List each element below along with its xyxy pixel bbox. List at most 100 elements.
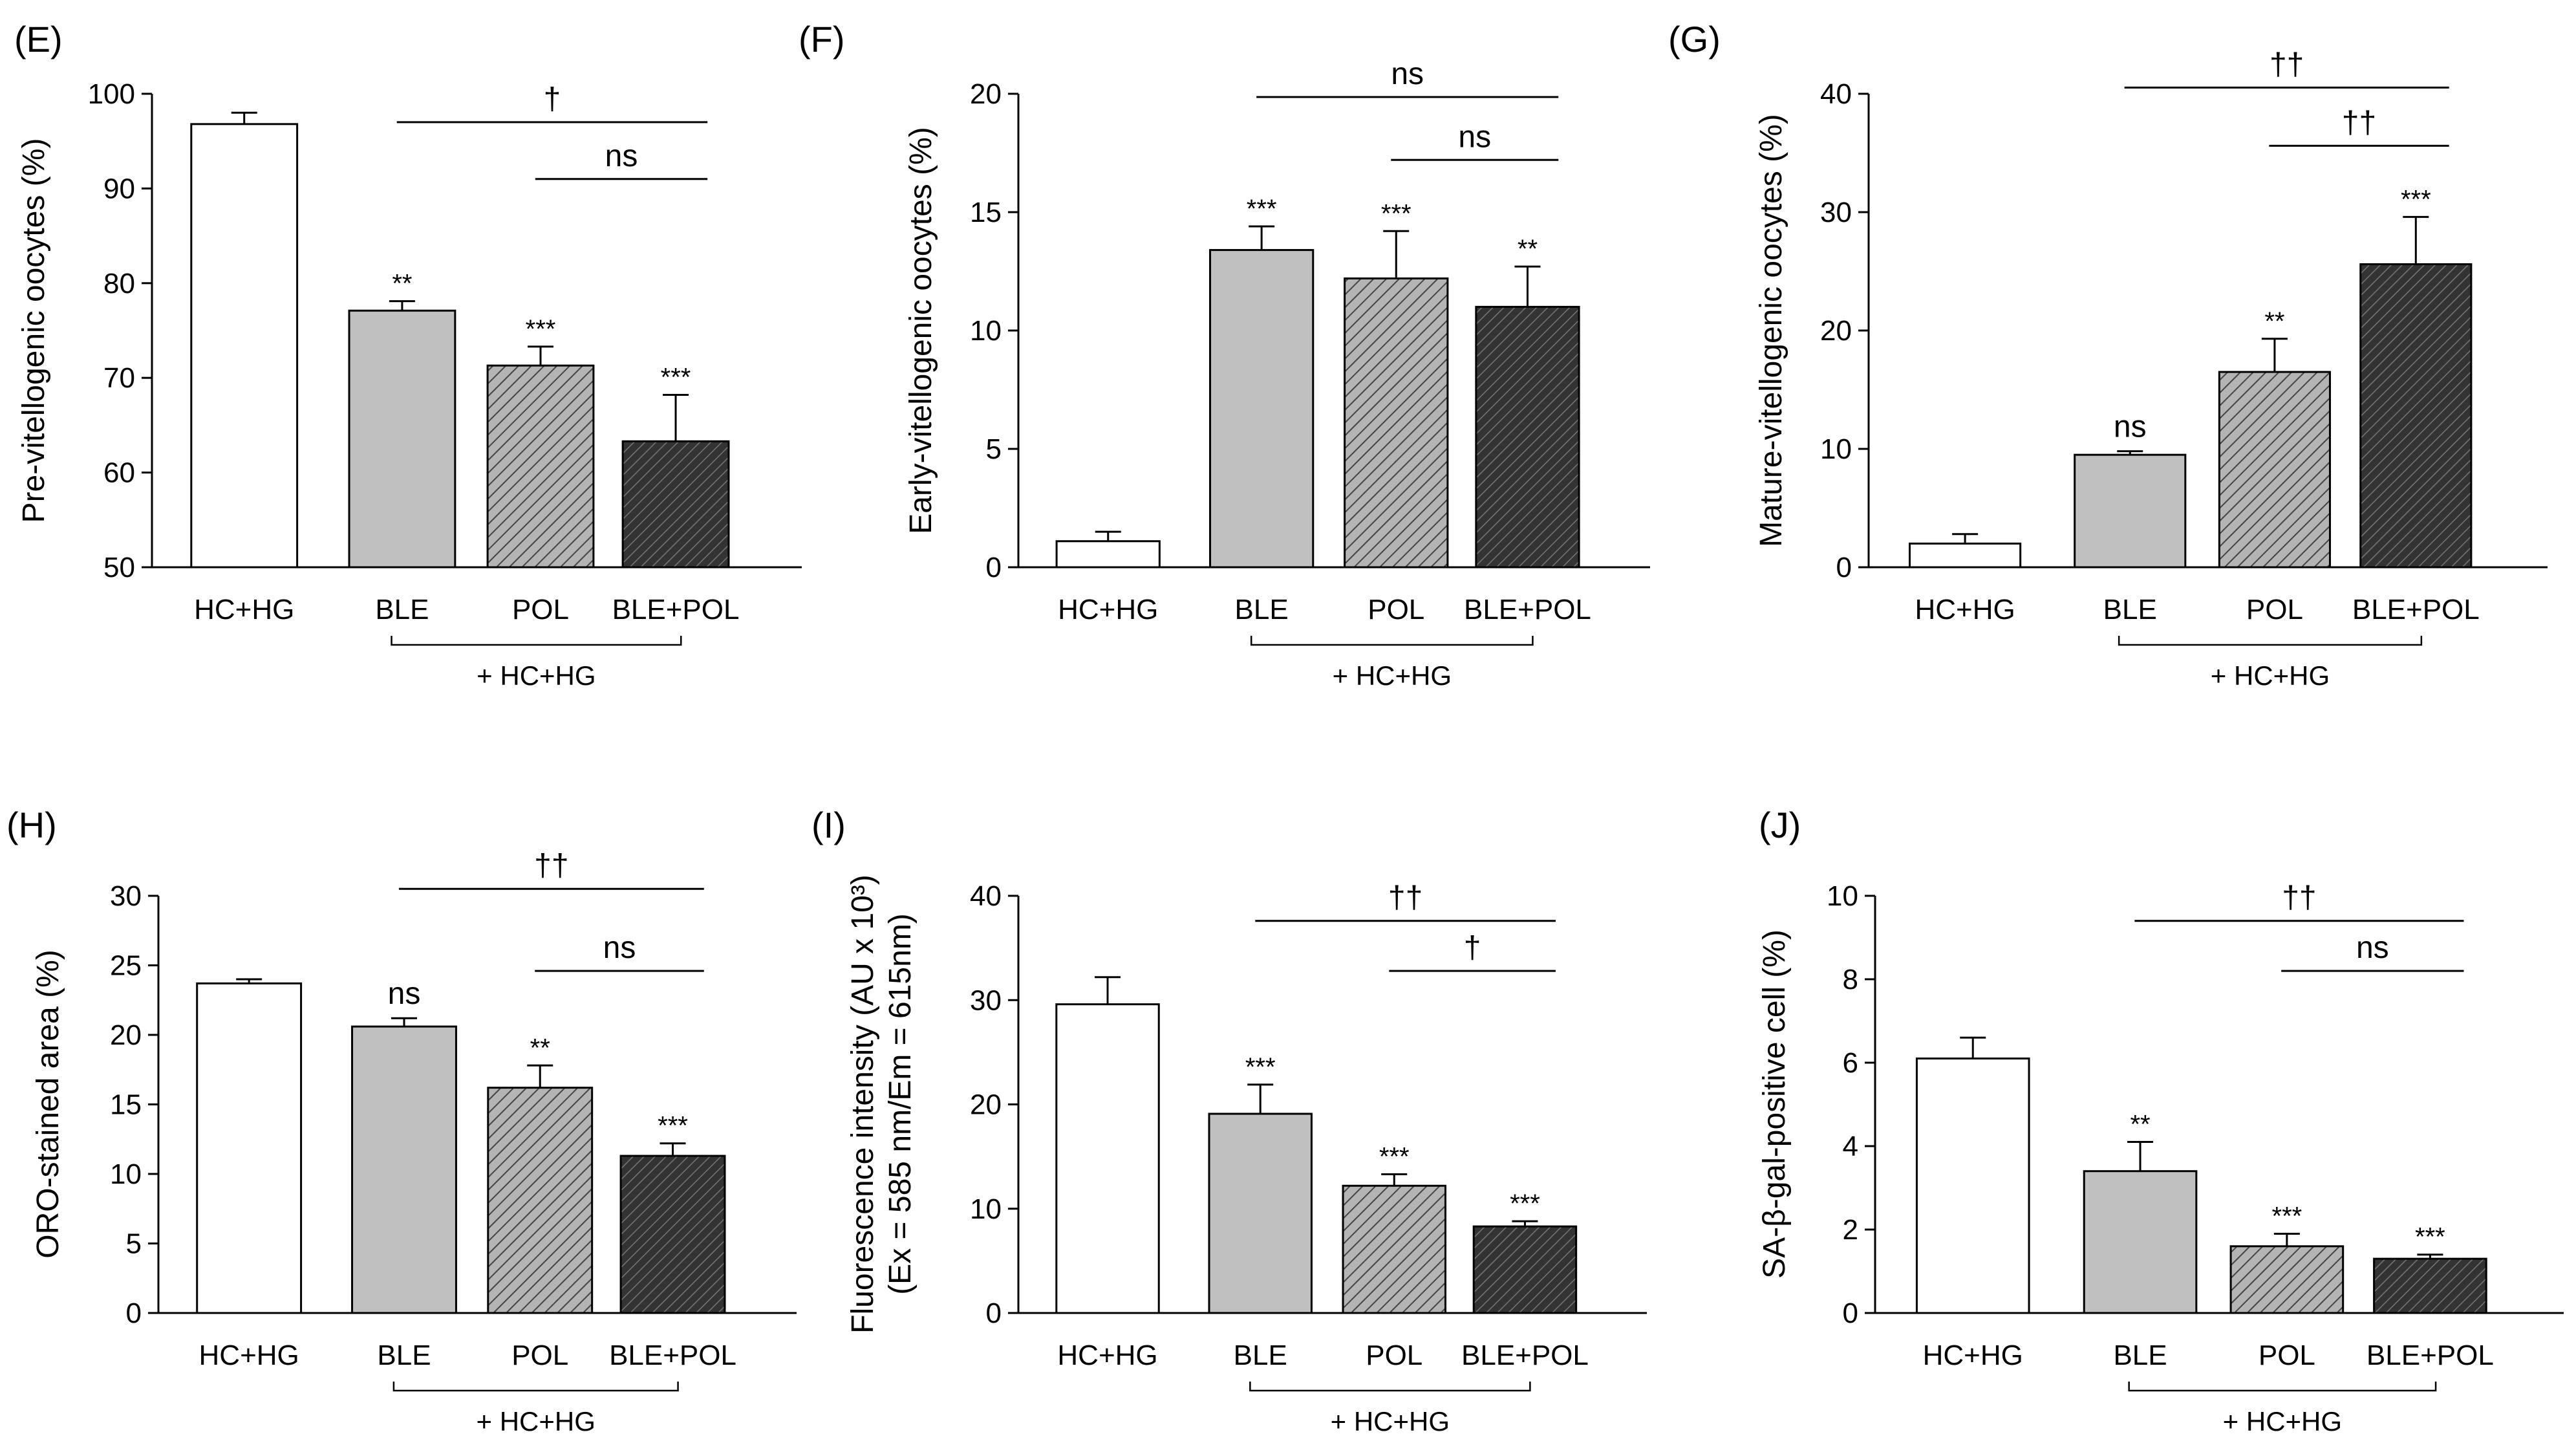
y-axis-label: Pre-vitellogenic oocytes (%) — [17, 138, 51, 523]
x-tick-label: BLE — [375, 594, 429, 625]
panel-label: (J) — [1759, 805, 1801, 845]
panel-label: (I) — [811, 805, 846, 845]
significance-label: *** — [2401, 185, 2431, 213]
group-bracket — [392, 1382, 679, 1392]
y-axis-label: ORO-stained area (%) — [31, 949, 65, 1259]
x-tick-label: BLE+POL — [612, 594, 740, 625]
comparison-label: †† — [2342, 105, 2376, 140]
significance-label: *** — [661, 363, 691, 392]
comparison-label: ns — [605, 139, 638, 173]
x-tick-label: HC+HG — [1915, 594, 2015, 625]
x-tick-label: HC+HG — [1058, 594, 1158, 625]
bar-pol — [2229, 1245, 2345, 1314]
significance-label: *** — [1381, 199, 1411, 228]
y-tick-label: 2 — [1843, 1214, 1858, 1246]
group-bracket — [2128, 1382, 2437, 1392]
bar-ble — [351, 1025, 457, 1314]
x-tick-label: BLE+POL — [609, 1340, 736, 1371]
group-label: + HC+HG — [1333, 660, 1452, 691]
bar-hc-plus-hg — [1055, 540, 1161, 569]
comparison-label: †† — [2270, 47, 2304, 81]
group-label: + HC+HG — [477, 1406, 596, 1437]
comparison-label: †† — [2282, 881, 2316, 915]
comparison-label: ns — [1391, 57, 1424, 91]
chart-panel-6: (J) SA-β-gal-positive cell (%) 0 2 4 6 8 10 HC+H… — [1757, 805, 2564, 1437]
significance-label: ** — [530, 1034, 550, 1062]
y-tick-label: 30 — [110, 880, 142, 912]
y-tick-label: 5 — [986, 433, 1002, 465]
significance-label: *** — [2415, 1223, 2445, 1252]
comparison-label: ns — [1458, 120, 1491, 154]
x-tick-label: BLE — [2113, 1340, 2167, 1371]
x-tick-label: POL — [1366, 1340, 1422, 1371]
chart-panel-2: (F) Early-vitellogenic oocytes (%) 0 5 10 15 2… — [799, 19, 1650, 691]
comparison-label: ns — [2356, 931, 2389, 965]
x-tick-label: POL — [512, 594, 569, 625]
bar-ble-plus-pol — [621, 440, 730, 569]
group-bracket — [391, 636, 682, 646]
significance-label: ns — [388, 977, 421, 1011]
comparison-label: ns — [603, 931, 636, 965]
bar-hc-plus-hg — [190, 123, 299, 569]
bar-hc-plus-hg — [1909, 542, 2022, 569]
y-tick-label: 40 — [1820, 78, 1852, 110]
y-tick-label: 30 — [970, 984, 1002, 1016]
x-tick-label: BLE — [377, 1340, 431, 1371]
significance-label: ** — [2264, 307, 2284, 336]
y-tick-label: 5 — [126, 1228, 142, 1260]
group-bracket — [1249, 1382, 1531, 1392]
significance-label: *** — [1510, 1189, 1540, 1218]
x-tick-label: BLE+POL — [1461, 1340, 1589, 1371]
group-label: + HC+HG — [477, 660, 596, 691]
y-axis-label: Early-vitellogenic oocytes (%) — [904, 127, 938, 534]
panel-label: (F) — [799, 19, 845, 60]
significance-label: *** — [1245, 1053, 1276, 1081]
y-tick-label: 0 — [1836, 552, 1852, 583]
y-tick-label: 40 — [970, 880, 1002, 912]
bar-pol — [487, 1087, 594, 1314]
group-bracket — [1250, 636, 1534, 646]
y-tick-label: 10 — [110, 1158, 142, 1190]
bar-pol — [1344, 277, 1449, 569]
y-tick-label: 50 — [103, 552, 135, 583]
y-tick-label: 100 — [88, 78, 135, 110]
significance-label: ** — [1518, 235, 1538, 263]
significance-label: ** — [2130, 1111, 2150, 1139]
bar-ble — [2074, 453, 2187, 569]
x-tick-label: BLE+POL — [1464, 594, 1591, 625]
significance-label: *** — [1247, 195, 1277, 223]
y-tick-label: 6 — [1843, 1047, 1858, 1079]
y-axis-label: Mature-vitellogenic oocytes (%) — [1754, 114, 1788, 547]
bar-ble — [1208, 1112, 1313, 1314]
chart-panel-3: (G) Mature-vitellogenic oocytes (%) 0 10 20 3… — [1668, 19, 2548, 691]
bar-ble-plus-pol — [2359, 263, 2473, 569]
group-bracket — [2118, 636, 2423, 646]
y-axis-label-secondary: (Ex = 585 nm/Em = 615nm) — [883, 913, 918, 1295]
y-tick-label: 0 — [986, 1297, 1002, 1329]
chart-panel-1: (E) Pre-vitellogenic oocytes (%) 50 60 70 80 9… — [14, 19, 802, 691]
x-tick-label: BLE — [1235, 594, 1289, 625]
group-label: + HC+HG — [2211, 660, 2330, 691]
bar-hc-plus-hg — [196, 982, 303, 1314]
chart-panel-5: (I)Fluorescence intensity (AU x 10³) (Ex … — [811, 805, 1647, 1437]
y-tick-label: 90 — [103, 173, 135, 204]
y-tick-label: 20 — [970, 1089, 1002, 1121]
y-tick-label: 20 — [1820, 315, 1852, 347]
bar-ble — [1209, 249, 1315, 569]
x-tick-label: HC+HG — [199, 1340, 299, 1371]
x-tick-label: POL — [2259, 1340, 2315, 1371]
y-tick-label: 0 — [126, 1297, 142, 1329]
bar-pol — [1342, 1184, 1446, 1314]
y-tick-label: 70 — [103, 362, 135, 394]
x-tick-label: HC+HG — [194, 594, 294, 625]
comparison-label: †† — [534, 849, 568, 883]
x-tick-label: BLE+POL — [2352, 594, 2480, 625]
significance-label: ** — [392, 270, 412, 298]
x-tick-label: BLE — [1234, 1340, 1287, 1371]
significance-label: ns — [2114, 410, 2147, 444]
chart-panel-4: (H) ORO-stained area (%) 0 5 10 15 20 25 30 HC+HG… — [6, 805, 797, 1437]
comparison-label: † — [1464, 931, 1481, 965]
y-tick-label: 30 — [1820, 197, 1852, 228]
